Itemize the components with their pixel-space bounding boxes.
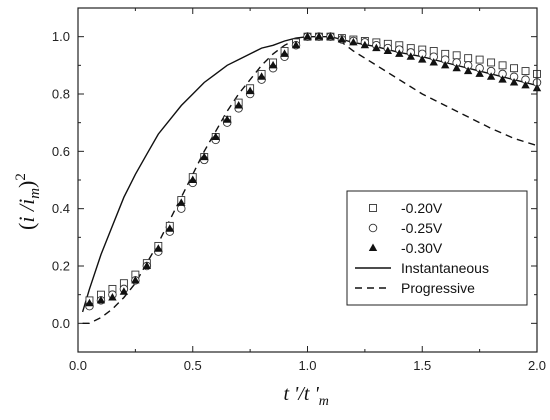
markers-layer xyxy=(85,32,542,311)
triangle-marker xyxy=(452,63,461,72)
x-tick-label: 0.0 xyxy=(69,358,87,373)
y-tick-label: 0.0 xyxy=(52,316,70,331)
y-axis-title: (i /im)2 xyxy=(13,173,43,230)
legend-item: Instantaneous xyxy=(355,260,489,276)
y-axis-title-slash: / xyxy=(14,203,39,217)
triangle-marker xyxy=(441,60,450,69)
legend-label: Progressive xyxy=(401,280,475,296)
y-axis-title-close: ) xyxy=(14,181,39,188)
legend-label: -0.25V xyxy=(401,220,443,236)
square-marker xyxy=(475,55,484,64)
triangle-marker xyxy=(395,49,404,57)
square-marker xyxy=(452,51,461,60)
triangle-marker xyxy=(360,40,370,49)
triangle-marker xyxy=(372,43,381,52)
x-tick-label: 0.5 xyxy=(184,358,202,373)
y-axis-title-wrap: (i /im)2 xyxy=(13,173,43,230)
legend-box xyxy=(346,190,528,306)
y-tick-label: 0.8 xyxy=(52,87,70,102)
triangle-marker xyxy=(349,37,358,46)
legend-label: Instantaneous xyxy=(401,260,489,276)
y-tick-label: 0.2 xyxy=(52,259,70,274)
y-axis-title-i1: i xyxy=(14,217,39,223)
triangle-marker xyxy=(131,275,140,284)
triangle-marker xyxy=(418,55,427,63)
triangle-marker xyxy=(119,287,129,295)
y-axis-title-sup: 2 xyxy=(13,173,29,181)
x-tick-label: 1.5 xyxy=(413,358,431,373)
triangle-marker xyxy=(280,49,289,57)
triangle-marker xyxy=(475,69,484,77)
triangle-marker xyxy=(314,32,324,40)
triangle-marker xyxy=(188,175,197,183)
triangle-marker xyxy=(463,66,473,75)
triangle-marker xyxy=(521,80,530,89)
triangle-marker xyxy=(165,224,174,232)
legend-item: -0.20V xyxy=(369,200,443,216)
triangle-marker xyxy=(368,243,378,251)
legend: -0.20V -0.25V -0.30V Instantaneous Progressi… xyxy=(346,190,528,306)
legend-item: Progressive xyxy=(355,280,475,296)
circle-marker xyxy=(368,223,378,233)
triangle-marker xyxy=(200,152,209,161)
square-marker xyxy=(510,64,518,73)
triangle-marker xyxy=(383,46,393,54)
y-tick-label: 1.0 xyxy=(52,29,70,44)
triangle-marker xyxy=(234,100,243,109)
y-tick-label: 0.4 xyxy=(52,201,70,216)
triangle-marker xyxy=(509,78,519,86)
legend-item: -0.30V xyxy=(368,240,443,256)
series-line-3 xyxy=(81,36,538,313)
triangle-marker xyxy=(498,75,507,83)
x-axis-title-main: t '/t ' xyxy=(284,383,320,405)
triangle-marker xyxy=(326,32,335,40)
series-markers-2 xyxy=(85,32,542,307)
circle-marker xyxy=(177,204,186,213)
triangle-marker xyxy=(429,57,438,66)
legend-item: -0.25V xyxy=(368,220,443,236)
triangle-marker xyxy=(96,295,106,304)
triangle-marker xyxy=(154,244,163,252)
triangle-marker xyxy=(268,60,278,69)
triangle-marker xyxy=(108,293,117,301)
x-tick-label: 2.0 xyxy=(528,358,546,373)
legend-label: -0.30V xyxy=(401,240,443,256)
square-marker xyxy=(369,204,377,212)
legend-label: -0.20V xyxy=(401,200,443,216)
triangle-marker xyxy=(177,198,186,206)
triangle-marker xyxy=(337,35,347,43)
triangle-marker xyxy=(291,40,301,49)
triangle-marker xyxy=(222,115,232,123)
triangle-marker xyxy=(406,52,415,60)
square-marker xyxy=(498,61,507,70)
x-axis-title: t '/t 'm xyxy=(284,383,329,409)
triangle-marker xyxy=(257,72,266,80)
square-marker xyxy=(487,58,496,67)
y-axis-title-sub: m xyxy=(27,188,43,199)
triangle-marker xyxy=(245,86,255,95)
triangle-marker xyxy=(211,132,220,140)
x-tick-label: 1.0 xyxy=(298,358,316,373)
triangle-marker xyxy=(303,32,312,40)
triangle-marker xyxy=(486,72,496,80)
y-axis-title-i2: i xyxy=(14,199,39,205)
x-axis-title-sub: m xyxy=(319,394,329,409)
y-tick-label: 0.6 xyxy=(52,144,70,159)
triangle-marker xyxy=(85,298,94,307)
square-marker xyxy=(521,67,530,76)
plot-frame xyxy=(77,7,538,353)
triangle-marker xyxy=(142,261,152,269)
y-axis-title-open: ( xyxy=(14,223,39,230)
square-marker xyxy=(464,54,473,63)
